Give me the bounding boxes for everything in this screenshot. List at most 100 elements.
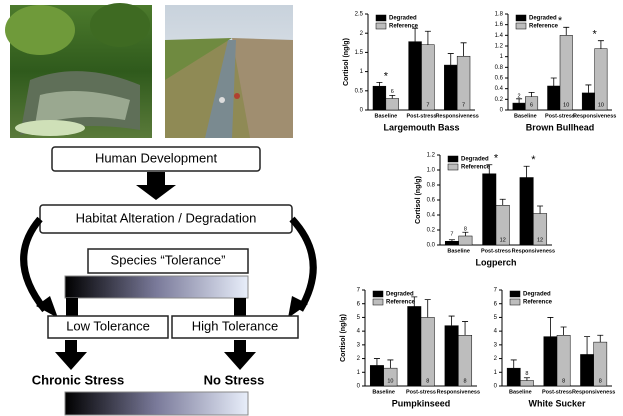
x-tick-label: Baseline — [375, 113, 398, 119]
sample-size: 6 — [391, 89, 394, 95]
y-tick-label: 5 — [357, 315, 361, 321]
legend-swatch — [448, 164, 458, 170]
bar — [520, 178, 533, 246]
node-label: Low Tolerance — [66, 318, 150, 333]
error-bar — [462, 232, 468, 236]
error-bar — [585, 85, 591, 93]
node-label: Species “Tolerance” — [111, 252, 226, 267]
x-tick-label: Baseline — [514, 113, 537, 119]
y-axis-label: Cortisol (ng/g) — [343, 38, 350, 86]
sample-size: 6 — [549, 378, 552, 384]
y-tick-label: 1 — [357, 370, 361, 376]
arrow — [136, 172, 176, 200]
error-bar — [598, 41, 604, 49]
x-tick-label: Baseline — [509, 389, 532, 395]
x-tick-label: Baseline — [372, 389, 395, 395]
x-tick-label: Post-stress — [407, 113, 437, 119]
bar — [520, 381, 533, 386]
node-label: Chronic Stress — [32, 372, 124, 387]
sample-size: 6 — [449, 102, 452, 108]
connector — [66, 298, 78, 318]
y-tick-label: 2 — [360, 31, 364, 37]
y-tick-label: 0 — [360, 108, 364, 114]
legend-swatch — [510, 299, 520, 305]
bar — [422, 45, 435, 110]
sample-size: 10 — [563, 102, 569, 108]
legend-label: Reference — [461, 165, 491, 171]
chart-title: Brown Bullhead — [526, 122, 595, 132]
bar — [513, 103, 525, 110]
bar — [595, 49, 607, 110]
significance: * — [384, 70, 389, 82]
sample-size: 6 — [512, 378, 515, 384]
significance: * — [494, 153, 499, 165]
y-tick-label: 6 — [357, 301, 361, 307]
x-tick-label: Responsiveness — [573, 113, 616, 119]
y-tick-label: 0.8 — [495, 65, 504, 71]
sample-size: 12 — [537, 237, 543, 243]
legend-swatch — [373, 291, 383, 297]
gradient-bar — [65, 392, 248, 415]
y-tick-label: 0.8 — [427, 183, 436, 189]
error-bar — [597, 335, 603, 342]
bar — [421, 317, 434, 386]
error-bar — [389, 95, 395, 98]
bar — [560, 35, 572, 110]
sample-size: 8 — [562, 378, 565, 384]
sample-size: 2 — [518, 94, 521, 100]
y-tick-label: 4 — [494, 329, 498, 335]
bar — [408, 306, 421, 386]
y-tick-label: 3 — [357, 342, 361, 348]
node-label: Habitat Alteration / Degradation — [76, 210, 257, 225]
bar — [445, 241, 458, 245]
sample-size: 6 — [530, 102, 533, 108]
y-tick-label: 1.5 — [355, 50, 364, 56]
error-bar — [524, 378, 530, 381]
error-bar — [425, 31, 431, 44]
sample-size: 8 — [464, 226, 467, 232]
error-bar — [547, 317, 553, 336]
error-bar — [387, 360, 393, 368]
legend-label: Degraded — [523, 292, 551, 298]
error-bar — [563, 27, 569, 35]
sample-size: 8 — [525, 371, 528, 377]
node-label: High Tolerance — [192, 318, 278, 333]
y-tick-label: 1.2 — [495, 44, 504, 50]
node-label: No Stress — [204, 372, 265, 387]
error-bar — [461, 43, 467, 56]
sample-size: 8 — [426, 378, 429, 384]
sample-size: 6 — [586, 378, 589, 384]
error-bar — [551, 78, 557, 86]
error-bar — [584, 337, 590, 355]
bar — [409, 42, 422, 110]
bar — [386, 98, 399, 110]
curved-arrow — [292, 219, 313, 310]
x-tick-label: Post-stress — [406, 389, 436, 395]
legend-label: Degraded — [461, 157, 489, 163]
y-tick-label: 0 — [494, 384, 498, 390]
sample-size: 8 — [464, 378, 467, 384]
y-tick-label: 0.2 — [495, 97, 504, 103]
sample-size: 9 — [378, 102, 381, 108]
x-tick-label: Responsiveness — [512, 248, 555, 254]
error-bar — [376, 82, 382, 86]
y-tick-label: 3 — [494, 342, 498, 348]
legend-label: Reference — [389, 24, 419, 30]
sample-size: 5 — [488, 237, 491, 243]
y-tick-label: 0 — [500, 108, 504, 114]
y-tick-label: 1.6 — [495, 22, 504, 28]
error-bar — [374, 359, 380, 366]
chart-title: White Sucker — [528, 398, 586, 408]
error-bar — [561, 327, 567, 335]
y-tick-label: 0.6 — [495, 76, 504, 82]
significance: * — [558, 15, 563, 27]
legend-swatch — [448, 156, 458, 162]
y-tick-label: 0.0 — [427, 243, 436, 249]
legend-label: Degraded — [386, 292, 414, 298]
x-tick-label: Post-stress — [542, 389, 572, 395]
x-tick-label: Responsiveness — [435, 113, 478, 119]
bar — [483, 174, 496, 245]
sample-size: 7 — [450, 232, 453, 238]
error-bar — [500, 199, 506, 205]
y-tick-label: 1.8 — [495, 12, 504, 18]
